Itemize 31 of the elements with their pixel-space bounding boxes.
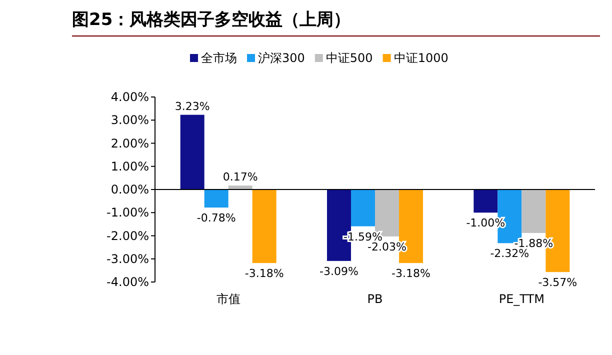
y-tick-label: 0.00% <box>110 182 149 196</box>
legend-label: 中证1000 <box>394 51 448 65</box>
x-tick-label: 市值 <box>216 292 240 306</box>
bar <box>474 190 498 213</box>
data-label: -3.18% <box>392 267 430 280</box>
data-label: -3.09% <box>320 264 358 278</box>
y-tick-label: -2.00% <box>106 228 149 243</box>
legend-label: 沪深300 <box>258 51 305 65</box>
y-tick-label: -4.00% <box>106 275 149 289</box>
legend-label: 全市场 <box>201 51 237 65</box>
x-tick-label: PE_TTM <box>498 292 544 306</box>
data-label: -3.57% <box>538 276 578 290</box>
data-label: 0.17% <box>222 170 258 184</box>
data-label: -3.18% <box>244 267 284 280</box>
bar <box>180 114 204 190</box>
y-tick-label: -1.00% <box>106 206 149 220</box>
bar <box>252 190 276 264</box>
y-tick-label: 1.00% <box>110 159 149 174</box>
y-tick-label: 3.00% <box>110 113 149 128</box>
bar <box>522 190 546 233</box>
data-label: 3.23% <box>174 100 210 113</box>
x-tick-label: PB <box>367 292 383 306</box>
y-tick-label: 2.00% <box>110 136 149 150</box>
data-label: -0.78% <box>196 212 236 225</box>
data-label: -2.32% <box>490 247 530 260</box>
legend-label: 中证500 <box>326 51 373 65</box>
y-tick-label: -3.00% <box>106 252 149 266</box>
y-tick-label: 4.00% <box>110 90 149 104</box>
chart-title: 图25：风格类因子多空收益（上周） <box>72 10 351 30</box>
bar <box>351 190 375 226</box>
bar <box>204 190 228 208</box>
